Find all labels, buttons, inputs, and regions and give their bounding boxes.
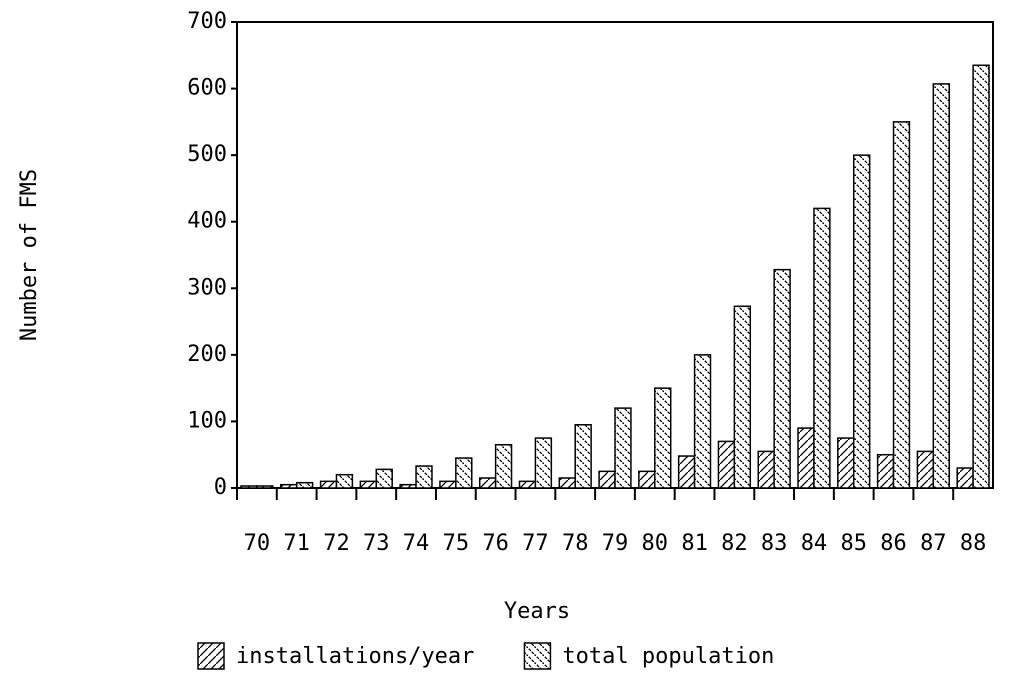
x-tick-label: 88 [960,531,987,556]
bar [654,387,672,489]
x-tick-label: 82 [721,531,748,556]
bar [773,268,791,489]
y-tick-label: 400 [187,209,227,234]
bar [240,485,258,489]
bar [916,450,935,489]
bar [455,457,473,489]
bar [932,83,950,489]
x-tick-label: 73 [363,531,390,556]
x-tick-label: 71 [283,531,310,556]
bar [415,465,433,489]
x-tick-label: 77 [522,531,549,556]
bar [478,477,497,489]
x-tick-label: 70 [244,531,271,556]
bar [375,468,393,489]
x-tick-label: 76 [482,531,509,556]
bar [876,453,895,489]
x-tick-label: 78 [562,531,589,556]
bar [813,207,831,489]
bar [852,154,871,489]
bar [956,467,974,489]
bar [892,121,911,489]
legend-label: installations/year [236,644,474,669]
bar [598,470,616,489]
bar [399,483,417,489]
bar [558,477,576,489]
y-tick-label: 700 [187,9,227,34]
y-tick-label: 100 [187,408,227,433]
bar [439,480,457,489]
x-tick-label: 81 [681,531,708,556]
bar [319,480,338,489]
legend-swatch [197,642,225,670]
bar [717,440,736,489]
bar [837,437,855,489]
y-tick-label: 200 [187,342,227,367]
x-tick-label: 85 [840,531,867,556]
x-tick-label: 75 [443,531,470,556]
y-tick-label: 300 [187,275,227,300]
bar [518,480,537,489]
x-tick-label: 83 [761,531,788,556]
bar [797,427,815,489]
legend-label: total population [562,644,774,669]
bar [677,455,696,489]
bar [534,437,553,489]
x-tick-label: 87 [920,531,947,556]
bar [638,470,656,489]
bar [335,473,354,489]
x-tick-label: 80 [642,531,669,556]
bar [295,481,314,489]
bar [972,64,990,489]
bar [614,407,632,489]
y-axis-label: Number of FMS [17,169,42,341]
bar [574,424,592,489]
bar [757,450,775,489]
x-tick-label: 84 [801,531,828,556]
y-tick-label: 600 [187,76,227,101]
y-tick-label: 0 [214,475,227,500]
bar [693,354,712,489]
x-tick-label: 79 [602,531,629,556]
bar [494,443,513,489]
legend-swatch [523,642,552,670]
x-axis-label: Years [504,599,570,624]
x-tick-label: 74 [403,531,430,556]
x-tick-label: 86 [880,531,907,556]
x-tick-label: 72 [323,531,350,556]
y-tick-label: 500 [187,142,227,167]
bar [359,480,378,489]
bar [280,483,298,489]
bar [733,305,752,489]
bar [256,485,274,489]
